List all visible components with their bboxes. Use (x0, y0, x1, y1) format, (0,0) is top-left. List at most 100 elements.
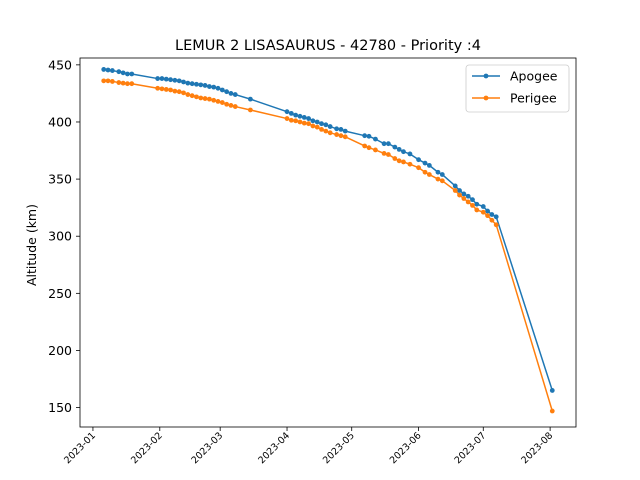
data-point-apogee-57 (461, 191, 467, 197)
data-point-perigee-6 (129, 81, 135, 87)
data-point-apogee-6 (129, 71, 135, 77)
data-point-apogee-15 (189, 81, 195, 87)
data-point-apogee-23 (224, 89, 230, 95)
data-point-apogee-29 (293, 112, 299, 118)
data-point-perigee-26 (247, 107, 253, 113)
data-point-apogee-25 (232, 92, 238, 97)
plot-frame (79, 57, 577, 428)
data-point-apogee-7 (155, 76, 161, 81)
data-point-perigee-0 (101, 78, 107, 84)
data-point-apogee-22 (219, 87, 225, 93)
data-point-perigee-43 (373, 147, 378, 153)
data-point-apogee-20 (211, 84, 217, 90)
data-point-apogee-32 (306, 116, 311, 121)
data-point-apogee-11 (172, 77, 178, 83)
data-point-apogee-36 (323, 122, 329, 128)
data-point-perigee-4 (120, 80, 126, 86)
data-point-perigee-11 (172, 88, 178, 94)
data-point-apogee-43 (373, 136, 378, 142)
data-point-perigee-62 (485, 213, 490, 219)
legend-marker-perigee (483, 95, 489, 101)
y-tick-label-450: 450 (48, 57, 72, 72)
data-point-perigee-56 (457, 192, 462, 198)
y-tick-label-200: 200 (48, 343, 72, 358)
data-point-apogee-24 (228, 91, 234, 96)
data-point-apogee-5 (125, 71, 130, 77)
data-point-perigee-59 (470, 202, 475, 208)
data-point-apogee-14 (185, 80, 191, 86)
data-point-apogee-59 (470, 197, 475, 203)
data-point-apogee-64 (493, 214, 499, 220)
data-point-apogee-54 (439, 172, 445, 177)
series-apogee (101, 67, 555, 393)
data-point-perigee-39 (338, 133, 344, 139)
data-point-apogee-58 (465, 193, 471, 199)
data-point-perigee-29 (293, 118, 299, 124)
data-point-perigee-5 (125, 81, 130, 87)
data-point-apogee-9 (163, 76, 169, 82)
data-point-apogee-1 (105, 67, 111, 73)
data-point-perigee-8 (159, 86, 165, 92)
data-point-apogee-53 (435, 169, 441, 175)
data-point-apogee-19 (206, 84, 212, 89)
data-point-apogee-44 (381, 141, 387, 147)
data-point-apogee-4 (120, 70, 126, 76)
data-point-apogee-13 (181, 79, 186, 85)
legend-marker-apogee (483, 73, 489, 79)
data-point-perigee-15 (189, 93, 195, 99)
data-point-perigee-25 (232, 104, 238, 109)
data-point-apogee-8 (159, 76, 165, 81)
data-point-apogee-61 (480, 204, 486, 209)
data-point-perigee-64 (493, 222, 499, 228)
data-point-apogee-18 (202, 83, 208, 88)
series-layer (101, 67, 555, 414)
data-point-perigee-40 (342, 134, 348, 140)
data-point-perigee-35 (319, 126, 324, 132)
data-point-perigee-18 (202, 96, 208, 101)
data-point-perigee-31 (301, 120, 307, 126)
data-point-perigee-10 (168, 87, 173, 93)
data-point-apogee-34 (314, 119, 320, 125)
data-point-perigee-34 (314, 124, 320, 130)
data-point-perigee-41 (362, 143, 368, 149)
data-point-perigee-54 (439, 178, 445, 184)
data-point-perigee-21 (215, 99, 221, 104)
legend-label-perigee: Perigee (510, 91, 557, 106)
data-point-apogee-47 (396, 146, 402, 152)
data-point-apogee-35 (319, 121, 324, 127)
data-point-perigee-44 (381, 150, 387, 156)
data-point-perigee-48 (401, 159, 406, 165)
y-tick-label-300: 300 (48, 229, 72, 244)
data-point-apogee-45 (385, 141, 391, 147)
data-point-perigee-46 (392, 156, 398, 161)
data-point-perigee-42 (366, 145, 372, 151)
data-point-apogee-63 (489, 212, 495, 217)
data-point-perigee-32 (306, 121, 311, 127)
data-point-apogee-51 (422, 160, 428, 166)
data-point-perigee-33 (310, 123, 316, 129)
data-point-apogee-55 (452, 183, 458, 189)
data-point-perigee-28 (288, 117, 294, 123)
data-point-apogee-42 (366, 133, 372, 139)
data-point-apogee-39 (338, 126, 344, 132)
data-point-perigee-63 (489, 217, 495, 223)
data-point-perigee-61 (480, 209, 486, 215)
data-point-perigee-27 (284, 116, 290, 121)
data-point-apogee-2 (109, 68, 115, 73)
data-point-apogee-31 (301, 115, 307, 120)
data-point-apogee-49 (407, 151, 413, 157)
data-point-apogee-52 (426, 162, 432, 168)
data-point-perigee-13 (181, 90, 186, 96)
data-point-perigee-36 (323, 128, 329, 134)
data-point-apogee-41 (362, 133, 368, 139)
data-point-perigee-9 (163, 87, 169, 92)
series-perigee (101, 78, 555, 414)
data-point-perigee-37 (327, 130, 333, 136)
data-point-perigee-53 (435, 176, 441, 182)
data-point-perigee-14 (185, 92, 191, 97)
data-point-apogee-21 (215, 85, 221, 91)
data-point-perigee-55 (452, 188, 458, 193)
data-point-apogee-10 (168, 77, 173, 83)
data-point-perigee-30 (297, 119, 303, 125)
data-point-apogee-56 (457, 188, 462, 193)
